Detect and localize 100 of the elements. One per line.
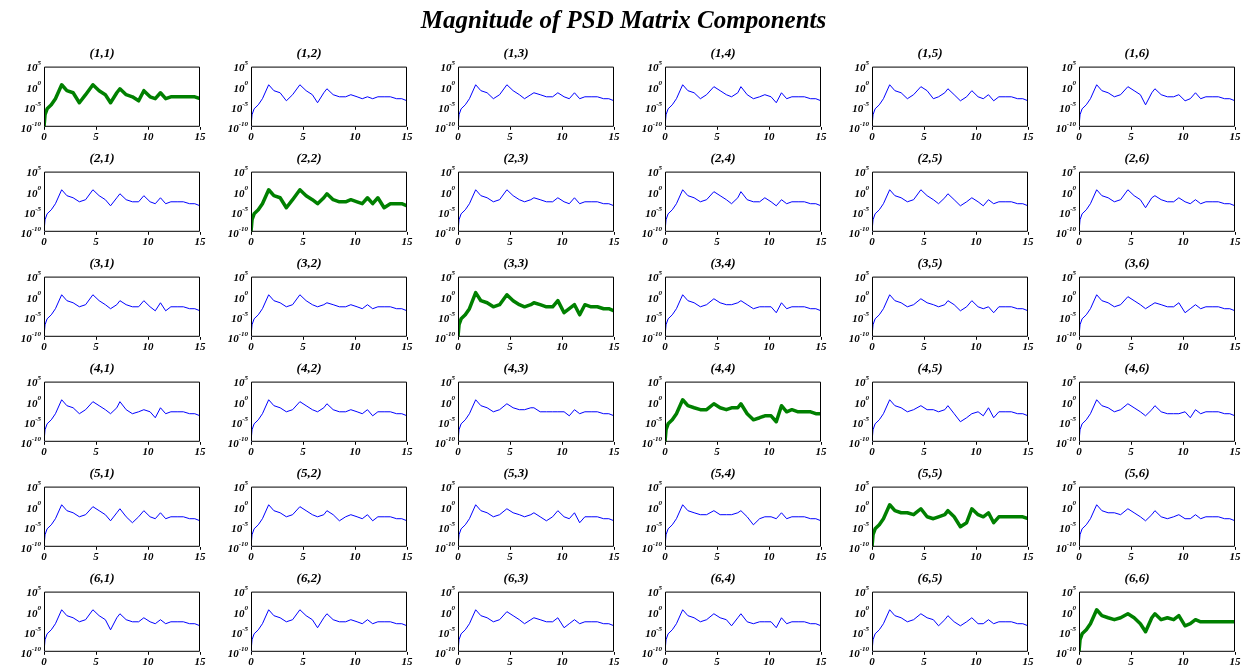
x-tick-label: 0 xyxy=(455,130,462,143)
x-tick-label: 10 xyxy=(142,235,154,248)
x-tick-label: 5 xyxy=(300,340,307,353)
x-tick-label: 15 xyxy=(401,130,413,143)
chart-title: (6,6) xyxy=(1124,570,1150,586)
chart-title: (4,2) xyxy=(296,360,322,376)
x-tick-label: 0 xyxy=(1076,130,1083,143)
x-tick-label: 10 xyxy=(349,130,361,143)
chart-title: (3,6) xyxy=(1124,255,1150,271)
chart-title: (5,2) xyxy=(296,465,322,481)
x-tick-label: 10 xyxy=(556,655,568,668)
x-tick-label: 0 xyxy=(1076,655,1083,668)
x-tick-label: 10 xyxy=(349,655,361,668)
x-tick-label: 15 xyxy=(1229,655,1241,668)
chart-title: (6,1) xyxy=(89,570,115,586)
chart-title: (1,4) xyxy=(710,45,736,61)
x-tick-label: 10 xyxy=(970,235,982,248)
x-tick-label: 0 xyxy=(869,445,876,458)
x-tick-label: 15 xyxy=(815,340,827,353)
x-tick-label: 0 xyxy=(248,340,255,353)
x-tick-label: 5 xyxy=(1128,445,1135,458)
x-tick-label: 5 xyxy=(93,235,100,248)
x-tick-label: 0 xyxy=(1076,550,1083,563)
x-tick-label: 10 xyxy=(142,655,154,668)
chart-title: (2,2) xyxy=(296,150,322,166)
x-tick-label: 15 xyxy=(1022,550,1034,563)
chart-title: (2,3) xyxy=(503,150,529,166)
x-tick-label: 5 xyxy=(93,550,100,563)
chart-title: (6,2) xyxy=(296,570,322,586)
x-tick-label: 0 xyxy=(455,235,462,248)
x-tick-label: 0 xyxy=(869,235,876,248)
x-tick-label: 15 xyxy=(608,550,620,563)
chart-title: (4,6) xyxy=(1124,360,1150,376)
x-tick-label: 15 xyxy=(194,550,206,563)
chart-title: (5,1) xyxy=(89,465,115,481)
x-tick-label: 0 xyxy=(248,445,255,458)
x-tick-label: 10 xyxy=(556,130,568,143)
x-tick-label: 0 xyxy=(248,130,255,143)
x-tick-label: 5 xyxy=(300,445,307,458)
x-tick-label: 10 xyxy=(1177,550,1189,563)
x-tick-label: 15 xyxy=(1229,550,1241,563)
chart-title: (1,3) xyxy=(503,45,529,61)
chart-title: (6,4) xyxy=(710,570,736,586)
chart-title: (4,5) xyxy=(917,360,943,376)
chart-title: (3,2) xyxy=(296,255,322,271)
x-tick-label: 15 xyxy=(401,235,413,248)
x-tick-label: 10 xyxy=(970,340,982,353)
x-tick-label: 10 xyxy=(970,550,982,563)
x-tick-label: 15 xyxy=(1022,445,1034,458)
x-tick-label: 10 xyxy=(142,340,154,353)
x-tick-label: 5 xyxy=(714,445,721,458)
x-tick-label: 15 xyxy=(608,130,620,143)
x-tick-label: 5 xyxy=(507,445,514,458)
chart-title: (1,6) xyxy=(1124,45,1150,61)
x-tick-label: 10 xyxy=(763,445,775,458)
x-tick-label: 15 xyxy=(401,340,413,353)
x-tick-label: 10 xyxy=(142,445,154,458)
x-tick-label: 5 xyxy=(93,340,100,353)
chart-title: (2,1) xyxy=(89,150,115,166)
x-tick-label: 5 xyxy=(93,130,100,143)
x-tick-label: 5 xyxy=(1128,655,1135,668)
x-tick-label: 10 xyxy=(763,550,775,563)
x-tick-label: 0 xyxy=(662,655,669,668)
chart-title: (2,5) xyxy=(917,150,943,166)
x-tick-label: 10 xyxy=(1177,235,1189,248)
x-tick-label: 0 xyxy=(41,130,48,143)
x-tick-label: 15 xyxy=(815,655,827,668)
x-tick-label: 0 xyxy=(41,340,48,353)
x-tick-label: 5 xyxy=(300,235,307,248)
x-tick-label: 15 xyxy=(608,340,620,353)
x-tick-label: 0 xyxy=(869,340,876,353)
x-tick-label: 10 xyxy=(970,445,982,458)
x-tick-label: 10 xyxy=(349,235,361,248)
chart-title: (4,4) xyxy=(710,360,736,376)
x-tick-label: 0 xyxy=(662,235,669,248)
x-tick-label: 5 xyxy=(1128,130,1135,143)
x-tick-label: 0 xyxy=(869,130,876,143)
chart-title: (2,6) xyxy=(1124,150,1150,166)
x-tick-label: 15 xyxy=(815,235,827,248)
x-tick-label: 0 xyxy=(455,340,462,353)
x-tick-label: 5 xyxy=(714,235,721,248)
x-tick-label: 0 xyxy=(455,655,462,668)
x-tick-label: 15 xyxy=(194,655,206,668)
x-tick-label: 5 xyxy=(300,130,307,143)
x-tick-label: 15 xyxy=(1229,235,1241,248)
x-tick-label: 15 xyxy=(1022,340,1034,353)
x-tick-label: 0 xyxy=(41,655,48,668)
x-tick-label: 0 xyxy=(41,445,48,458)
x-tick-label: 15 xyxy=(1022,235,1034,248)
chart-title: (5,6) xyxy=(1124,465,1150,481)
x-tick-label: 15 xyxy=(401,655,413,668)
x-tick-label: 0 xyxy=(248,655,255,668)
x-tick-label: 0 xyxy=(41,550,48,563)
x-tick-label: 15 xyxy=(608,655,620,668)
x-tick-label: 15 xyxy=(608,235,620,248)
x-tick-label: 10 xyxy=(349,340,361,353)
x-tick-label: 5 xyxy=(300,655,307,668)
x-tick-label: 0 xyxy=(1076,445,1083,458)
x-tick-label: 0 xyxy=(869,655,876,668)
x-tick-label: 5 xyxy=(921,235,928,248)
